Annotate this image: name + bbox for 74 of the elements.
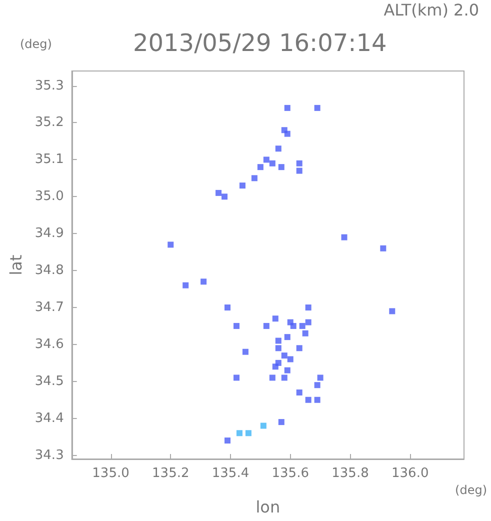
- point: [341, 234, 348, 240]
- point: [275, 338, 282, 344]
- point: [389, 308, 396, 314]
- text: (deg): [455, 483, 488, 497]
- x-tick-label: 135.2: [152, 466, 190, 481]
- point: [290, 322, 296, 329]
- point: [281, 352, 288, 359]
- point: [272, 364, 278, 370]
- point: [168, 242, 174, 248]
- point: [380, 245, 386, 252]
- point: [269, 160, 276, 166]
- point: [284, 367, 290, 374]
- x-tick-label: 135.6: [272, 466, 309, 481]
- point: [239, 182, 246, 189]
- point: [269, 374, 276, 381]
- point: [299, 322, 306, 329]
- point: [224, 438, 231, 444]
- y-tick-label: 35.3: [34, 78, 64, 94]
- point: [317, 374, 324, 381]
- y-tick-label: 34.9: [34, 226, 64, 242]
- point: [263, 322, 270, 329]
- point: [272, 316, 278, 322]
- point: [278, 164, 284, 170]
- point: [296, 160, 302, 166]
- point: [233, 322, 240, 329]
- point: [224, 304, 231, 310]
- x-tick-label: 136.0: [392, 466, 429, 481]
- y-tick-label: 35.1: [34, 152, 64, 168]
- point: [296, 345, 302, 352]
- text: ALT(km) 2.0: [384, 0, 479, 20]
- point: [275, 146, 282, 152]
- point: [314, 382, 320, 388]
- y-axis-title: lat: [6, 254, 26, 276]
- point: [284, 104, 290, 111]
- y-tick-label: 34.7: [34, 300, 64, 315]
- point: [284, 130, 290, 137]
- point: [182, 282, 189, 288]
- point: [302, 330, 308, 336]
- x-tick-label: 135.0: [92, 466, 130, 481]
- y-tick-label: 34.4: [34, 410, 64, 426]
- y-tick-label: 35.2: [34, 115, 64, 130]
- x-tick-label: 135.8: [332, 466, 369, 481]
- point: [314, 396, 320, 403]
- y-tick-label: 34.8: [34, 263, 64, 278]
- point: [233, 374, 240, 381]
- point: [222, 194, 228, 200]
- point: [263, 156, 270, 163]
- y-tick-label: 34.5: [34, 374, 64, 389]
- point: [314, 104, 320, 111]
- y-tick-label: 35.0: [34, 189, 64, 204]
- y-tick-label: 34.3: [34, 448, 64, 463]
- chart-title: 2013/05/29 16:07:14: [133, 29, 387, 57]
- point: [236, 430, 242, 436]
- point: [281, 374, 288, 381]
- x-tick-label: 135.4: [212, 466, 250, 481]
- point: [200, 278, 207, 285]
- point: [242, 348, 248, 355]
- point: [260, 422, 266, 429]
- point: [287, 356, 294, 362]
- y-tick-label: 34.6: [34, 336, 64, 352]
- point: [278, 419, 284, 426]
- point: [296, 168, 302, 174]
- point: [305, 319, 312, 326]
- x-axis-title: lon: [256, 498, 280, 516]
- point: [251, 175, 258, 182]
- point: [216, 190, 222, 196]
- point: [245, 430, 252, 436]
- point: [305, 304, 312, 310]
- point: [284, 334, 290, 340]
- point: [305, 396, 312, 403]
- point: [296, 389, 302, 396]
- point: [275, 345, 282, 352]
- point: [257, 164, 264, 170]
- text: (deg): [20, 37, 52, 51]
